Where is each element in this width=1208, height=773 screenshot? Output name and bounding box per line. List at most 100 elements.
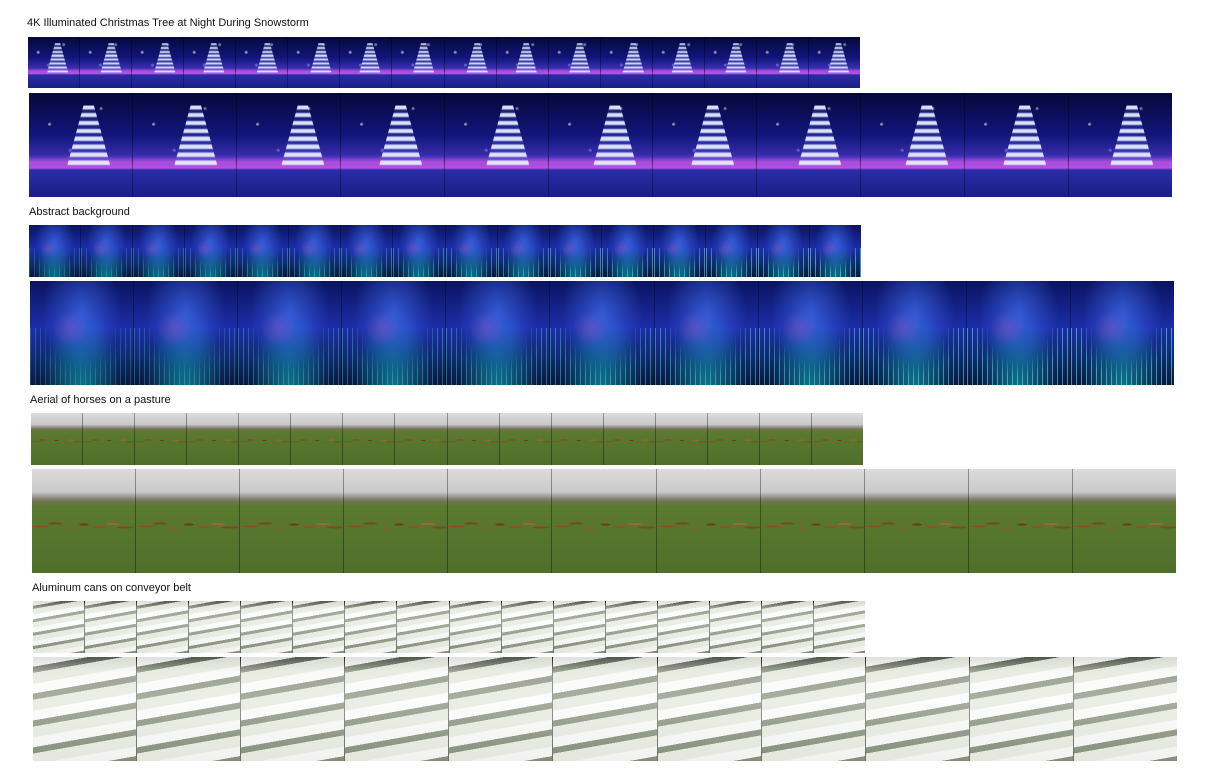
video-frame <box>549 93 653 197</box>
large-frame-strip-horses-pasture <box>32 469 1176 573</box>
video-frame <box>553 657 658 761</box>
video-frame <box>497 225 550 277</box>
video-frame <box>445 93 549 197</box>
video-frame <box>862 281 967 385</box>
video-frame <box>1072 469 1176 573</box>
video-frame <box>30 281 135 385</box>
video-frame <box>184 37 237 88</box>
video-frame <box>655 413 708 465</box>
video-frame <box>653 93 757 197</box>
video-frame <box>80 37 133 88</box>
video-frame <box>288 37 341 88</box>
video-frame <box>341 93 445 197</box>
video-frame <box>652 37 705 88</box>
video-frame <box>240 469 345 573</box>
video-frame <box>757 93 861 197</box>
video-frame <box>341 225 394 277</box>
video-frame <box>29 225 82 277</box>
video-frame <box>444 37 497 88</box>
video-frame <box>132 37 185 88</box>
video-frame <box>241 601 294 653</box>
video-frame <box>33 601 86 653</box>
video-frame <box>549 225 602 277</box>
video-frame <box>397 601 450 653</box>
video-frame <box>291 413 344 465</box>
video-frame <box>85 601 138 653</box>
video-frame <box>134 281 239 385</box>
video-frame <box>757 225 810 277</box>
section-title-abstract-background: Abstract background <box>29 206 130 218</box>
video-frame <box>654 281 759 385</box>
video-frame <box>550 281 655 385</box>
video-frame <box>342 281 447 385</box>
video-frame <box>447 413 500 465</box>
video-frame <box>345 657 450 761</box>
video-frame <box>289 225 342 277</box>
video-frame <box>293 601 346 653</box>
video-frame <box>758 281 863 385</box>
video-frame <box>137 657 242 761</box>
video-frame <box>861 93 965 197</box>
video-frame <box>548 37 601 88</box>
video-frame <box>33 657 138 761</box>
section-title-aluminum-cans: Aluminum cans on conveyor belt <box>32 582 191 594</box>
video-frame <box>761 657 866 761</box>
video-frame <box>499 413 552 465</box>
video-frame <box>811 413 863 465</box>
video-frame <box>81 225 134 277</box>
video-frame <box>238 281 343 385</box>
section-title-christmas-tree: 4K Illuminated Christmas Tree at Night D… <box>27 17 309 29</box>
video-frame <box>1073 657 1177 761</box>
video-frame <box>965 93 1069 197</box>
small-frame-strip-abstract-background <box>29 225 861 277</box>
video-frame <box>237 225 290 277</box>
small-frame-strip-aluminum-cans <box>33 601 865 653</box>
video-frame <box>239 413 292 465</box>
video-frame <box>392 37 445 88</box>
video-frame <box>449 657 554 761</box>
video-frame <box>1069 93 1172 197</box>
video-frame <box>501 601 554 653</box>
video-frame <box>605 601 658 653</box>
video-frame <box>969 657 1074 761</box>
video-frame <box>704 37 757 88</box>
video-frame <box>189 601 242 653</box>
small-frame-strip-christmas-tree <box>28 37 860 88</box>
video-frame <box>241 657 346 761</box>
video-frame <box>31 413 84 465</box>
video-frame <box>133 225 186 277</box>
video-frame <box>553 601 606 653</box>
video-frame <box>760 469 865 573</box>
video-frame <box>966 281 1071 385</box>
video-frame <box>187 413 240 465</box>
large-frame-strip-abstract-background <box>30 281 1174 385</box>
video-frame <box>600 37 653 88</box>
video-frame <box>864 469 969 573</box>
video-frame <box>83 413 136 465</box>
video-frame <box>813 601 865 653</box>
video-frame <box>809 225 861 277</box>
video-frame <box>449 601 502 653</box>
video-frame <box>707 413 760 465</box>
video-frame <box>395 413 448 465</box>
section-title-horses-pasture: Aerial of horses on a pasture <box>30 394 171 406</box>
video-frame <box>808 37 860 88</box>
video-frame <box>344 469 449 573</box>
video-frame <box>761 601 814 653</box>
video-frame <box>1070 281 1174 385</box>
video-frame <box>551 413 604 465</box>
video-frame <box>552 469 657 573</box>
video-frame <box>236 37 289 88</box>
video-frame <box>133 93 237 197</box>
video-frame <box>603 413 656 465</box>
video-frame <box>709 601 762 653</box>
video-frame <box>657 601 710 653</box>
large-frame-strip-aluminum-cans <box>33 657 1177 761</box>
video-frame <box>445 225 498 277</box>
video-frame <box>28 37 81 88</box>
video-frame <box>601 225 654 277</box>
video-frame <box>756 37 809 88</box>
video-frame <box>29 93 133 197</box>
video-frame <box>656 469 761 573</box>
video-frame <box>237 93 341 197</box>
